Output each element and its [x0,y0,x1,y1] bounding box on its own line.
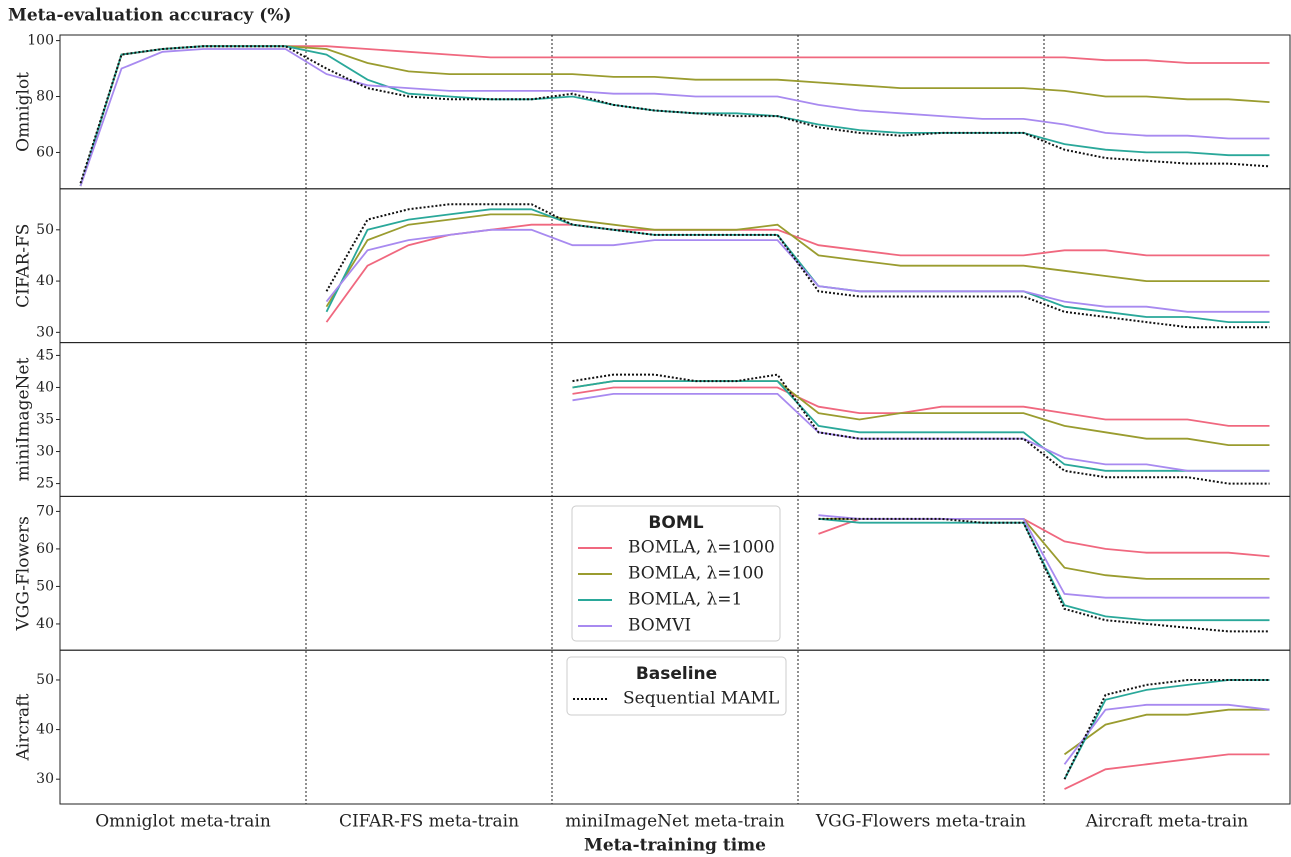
legend-title: BOML [648,513,703,533]
legend-label: BOMLA, λ=100 [628,564,764,584]
y-tick-label: 35 [36,412,54,428]
legend-title: Baseline [636,664,717,684]
y-tick-label: 30 [36,771,54,787]
legend-box [571,505,781,642]
x-tick-label: Omniglot meta-train [95,812,271,832]
series-line [572,380,1270,446]
x-tick-label: miniImageNet meta-train [565,812,784,832]
y-tick-label: 60 [36,144,54,160]
y-axis-label: Omniglot [14,72,34,152]
series-line [572,373,1270,485]
y-tick-label: 100 [27,33,54,49]
series-line [818,518,1270,622]
series-line [325,208,1270,323]
series-line [1063,679,1270,780]
series-line [79,45,1270,187]
series-line [572,380,1270,472]
series-line [1063,679,1270,780]
y-tick-label: 30 [36,324,54,340]
y-axis-label: CIFAR-FS [14,224,34,308]
x-tick-label: VGG-Flowers meta-train [815,812,1026,832]
y-tick-label: 40 [36,273,54,289]
legend-box [566,656,787,716]
series-line [818,517,1270,633]
series-line [325,213,1270,308]
series-line [79,45,1270,187]
x-tick-label: CIFAR-FS meta-train [339,812,519,832]
y-tick-label: 45 [36,347,54,363]
series-line [1063,708,1270,756]
y-tick-label: 25 [36,476,54,492]
series-line [1064,753,1270,790]
series-line [79,48,1270,187]
y-tick-label: 40 [36,379,54,395]
x-axis-label: Meta-training time [584,836,766,856]
x-tick-label: Aircraft meta-train [1085,812,1249,832]
series-line [325,228,1270,313]
y-tick-label: 60 [36,541,54,557]
legend-label: BOMVI [628,616,691,636]
series-line [325,203,1270,329]
legend-label: BOMLA, λ=1000 [628,538,775,558]
series-line [79,45,1270,187]
legend-label: Sequential MAML [623,689,779,709]
y-tick-label: 70 [36,503,54,519]
legend-label: BOMLA, λ=1 [628,590,742,610]
y-tick-label: 50 [36,222,54,238]
y-tick-label: 50 [36,578,54,594]
y-axis-label: Aircraft [14,694,34,762]
y-tick-label: 50 [36,672,54,688]
panel-frame [59,649,1291,805]
series-line [818,514,1270,599]
y-tick-label: 40 [36,616,54,632]
series-line [572,386,1270,427]
chart-title: Meta-evaluation accuracy (%) [8,6,291,26]
y-axis-label: VGG-Flowers [14,516,34,631]
series-line [79,45,1270,184]
y-axis-label: miniImageNet [14,358,34,482]
y-tick-label: 30 [36,444,54,460]
panel-frame [59,188,1291,344]
y-tick-label: 40 [36,722,54,738]
series-line [1063,703,1270,765]
y-tick-label: 80 [36,89,54,105]
